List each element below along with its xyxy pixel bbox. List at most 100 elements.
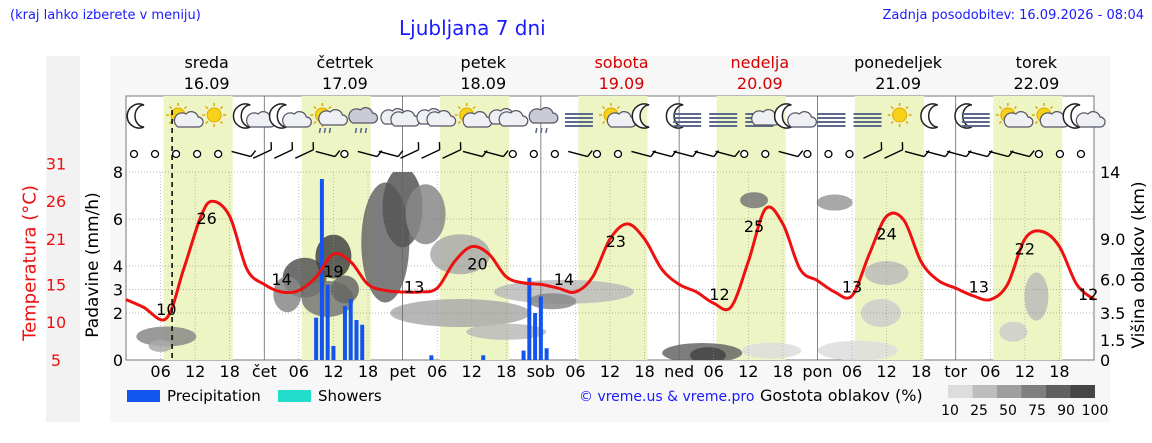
wind-calm-icon xyxy=(214,149,223,159)
x-tick-label: 12 xyxy=(876,362,896,381)
temperature-extreme-label: 22 xyxy=(1015,239,1035,258)
wind-barb-icon xyxy=(483,150,509,158)
x-tick-label: 12 xyxy=(600,362,620,381)
moon-cloud-icon xyxy=(268,103,312,129)
wind-calm-icon xyxy=(508,149,517,159)
day-header-date: 18.09 xyxy=(460,74,506,93)
sun-ray xyxy=(601,120,606,125)
precipitation-bar xyxy=(360,324,365,360)
sun-ray xyxy=(1034,120,1039,125)
cloud-density-patch xyxy=(817,340,898,360)
fog-icon xyxy=(817,113,846,127)
cloud-density-layer xyxy=(136,172,1049,360)
day-header-date: 19.09 xyxy=(599,74,645,93)
cloud-density-patch xyxy=(405,184,446,245)
x-tick-label: 12 xyxy=(323,362,343,381)
moon-shape xyxy=(631,103,650,129)
wind-barb-shaft xyxy=(967,150,988,158)
wind-calm-icon xyxy=(192,149,202,159)
wind-barb-shaft xyxy=(483,150,504,158)
sun-ray xyxy=(601,105,606,110)
x-tick-label: 18 xyxy=(220,362,240,381)
precipitation-bar xyxy=(544,348,549,360)
wind-calm-icon xyxy=(613,149,623,159)
cloud-density-patch xyxy=(860,299,901,327)
wind-calm-icon xyxy=(824,149,833,159)
page-title: Ljubljana 7 dni xyxy=(399,16,546,40)
x-tick-label: čet xyxy=(252,362,277,381)
density-step-label: 25 xyxy=(970,403,988,419)
wind-barb-feather xyxy=(334,150,341,158)
precip-axis-title: Padavine (mm/h) xyxy=(83,192,103,338)
x-tick-label: 18 xyxy=(634,362,654,381)
x-tick-label: 12 xyxy=(1015,362,1035,381)
showers-legend-label: Showers xyxy=(318,387,382,405)
moon-icon xyxy=(126,103,145,129)
wind-barbs-row xyxy=(129,142,1086,159)
temperature-line xyxy=(125,199,1095,322)
x-tick-label: 18 xyxy=(911,362,931,381)
cloud-height-tick-label: 0 xyxy=(1100,351,1110,370)
fog-icon xyxy=(853,113,882,127)
sun-cloud-icon xyxy=(995,103,1034,128)
x-tick-label: 18 xyxy=(496,362,516,381)
wind-calm-icon xyxy=(171,149,181,159)
wind-barb-feather xyxy=(901,142,904,150)
cloud-shape xyxy=(1075,111,1106,128)
wind-barb-shaft xyxy=(273,149,293,159)
sun-ray xyxy=(457,120,461,125)
day-header-date: 17.09 xyxy=(322,74,368,93)
temperature-extreme-label: 19 xyxy=(323,262,343,281)
cloud-height-tick-label: 9.0 xyxy=(1100,230,1125,249)
day-header-name: sreda xyxy=(184,53,228,72)
day-header-date: 16.09 xyxy=(184,74,230,93)
sun-ray xyxy=(472,105,476,110)
moon-cloud-icon xyxy=(1062,103,1106,129)
sun-ray xyxy=(998,120,1003,125)
sun-ray xyxy=(169,105,173,110)
sun-ray xyxy=(313,120,317,125)
precipitation-swatch xyxy=(127,390,160,402)
wind-calm-icon xyxy=(1034,149,1044,159)
wind-barb-shaft xyxy=(884,149,903,159)
wind-calm-icon xyxy=(129,149,139,159)
day-header-name: petek xyxy=(461,53,507,72)
x-tick-label: 06 xyxy=(842,362,862,381)
cloud-shape xyxy=(528,107,559,124)
precipitation-bar xyxy=(481,355,486,360)
credit-link[interactable]: © vreme.us & vreme.pro xyxy=(579,389,754,405)
x-tick-label: 18 xyxy=(1049,362,1069,381)
location-hint-link[interactable]: (kraj lahko izberete v meniju) xyxy=(10,8,201,23)
wind-barb-icon xyxy=(863,142,883,159)
wind-barb-icon xyxy=(273,142,294,159)
temperature-extreme-label: 13 xyxy=(842,278,862,297)
cloud-icon xyxy=(380,108,421,127)
moon-icon xyxy=(920,103,938,129)
temperature-extreme-label: 23 xyxy=(606,232,626,251)
cloud-density-patch xyxy=(273,276,302,313)
precip-tick-label: 0 xyxy=(113,351,123,370)
cloud-height-axis-title: Višina oblakov (km) xyxy=(1129,181,1149,349)
x-tick-label: 06 xyxy=(289,362,309,381)
precip-tick-label: 8 xyxy=(113,163,123,182)
cloud-height-tick-label: 14 xyxy=(1100,163,1120,182)
wind-barb-icon xyxy=(252,142,273,159)
x-tick-label: 06 xyxy=(150,362,170,381)
cloud-shape xyxy=(282,111,312,128)
fog-cloud-icon xyxy=(745,109,781,127)
sun-ray xyxy=(328,105,332,110)
cloud-density-patch xyxy=(864,261,909,286)
temp-tick-label: 5 xyxy=(51,351,61,370)
cloud-density-patch xyxy=(148,339,173,352)
wind-barb-feather xyxy=(797,150,804,158)
density-swatch xyxy=(997,385,1022,398)
temperature-extreme-label: 24 xyxy=(876,224,896,243)
sun-ray xyxy=(219,120,224,125)
temperature-extreme-label: 14 xyxy=(554,270,574,289)
cloud-height-tick-label: 1.5 xyxy=(1100,331,1125,350)
sun-ray xyxy=(890,120,894,125)
density-step-label: 100 xyxy=(1082,403,1109,419)
wind-calm-icon xyxy=(550,149,560,159)
wind-barb-shaft xyxy=(315,150,336,158)
